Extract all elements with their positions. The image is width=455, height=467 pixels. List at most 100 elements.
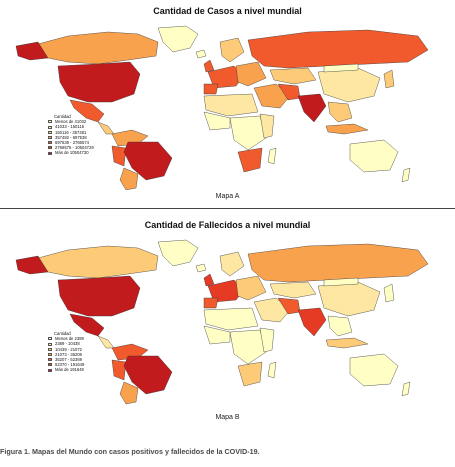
legend-label: 52370 - 191649: [55, 362, 85, 368]
map-panel-cases: Cantidad de Casos a nivel mundial: [0, 0, 455, 208]
region-peru: [111, 359, 127, 381]
region-south-africa: [237, 361, 263, 387]
region-argentina-chile: [119, 381, 139, 405]
legend-swatch: [48, 342, 52, 346]
legend-item: 697539 - 2766574: [48, 140, 94, 145]
region-greenland: [157, 25, 199, 53]
legend-label: Más de 10504730: [55, 150, 89, 156]
map-label: Mapa B: [215, 414, 240, 421]
region-west-africa: [203, 325, 231, 345]
region-japan: [383, 283, 395, 303]
region-indonesia: [325, 337, 369, 349]
legend-item: 357482 - 697538: [48, 135, 94, 140]
region-uk: [203, 273, 215, 287]
legend-item: 150116 - 357481: [48, 130, 94, 135]
region-east-europe: [235, 61, 267, 87]
region-argentina-chile: [119, 167, 139, 190]
legend-label: 10439 - 21072: [55, 346, 83, 352]
legend-label: 21073 - 35206: [55, 351, 83, 357]
legend-deaths: Cantidad Menos de 2389 2389 - 10438 1043…: [48, 331, 84, 373]
legend-title: Cantidad: [54, 114, 71, 119]
region-iberia: [203, 297, 219, 309]
legend-swatch: [48, 125, 52, 129]
world-map-deaths: [15, 239, 429, 405]
legend-item: 10439 - 21072: [48, 347, 84, 352]
legend-item: Más de 191649: [48, 367, 84, 372]
region-iceland: [195, 49, 207, 59]
legend-item: Menos de 2389: [48, 336, 84, 341]
legend-label: 697539 - 2766574: [55, 140, 89, 146]
region-new-zealand: [401, 167, 411, 183]
legend-title: Cantidad: [54, 331, 71, 336]
region-central-america: [97, 121, 115, 135]
region-alaska: [15, 41, 49, 61]
region-east-europe: [235, 275, 267, 301]
legend-label: Más de 191649: [55, 367, 84, 373]
region-middle-east: [253, 83, 291, 109]
region-middle-east: [253, 297, 291, 323]
legend-swatch: [48, 141, 52, 145]
region-china: [317, 281, 381, 317]
region-iberia: [203, 83, 219, 95]
legend-label: 41033 - 150115: [55, 124, 85, 130]
region-central-america: [97, 335, 115, 349]
legend-label: 357482 - 697538: [55, 134, 87, 140]
region-canada: [37, 31, 159, 65]
region-india: [297, 93, 327, 123]
map-panel-deaths: Cantidad de Fallecidos a nivel mundial: [0, 214, 455, 422]
figure-caption: Figura 1. Mapas del Mundo con casos posi…: [0, 447, 260, 456]
world-map-cases: [15, 25, 429, 190]
region-central-africa: [229, 329, 267, 365]
region-india: [297, 307, 327, 337]
legend-swatch: [48, 151, 52, 155]
region-scandinavia: [219, 251, 245, 277]
region-east-africa: [259, 113, 275, 139]
legend-swatch: [48, 352, 52, 356]
legend-swatch: [48, 358, 52, 362]
legend-label: Menos de 2389: [55, 336, 84, 342]
legend-label: 2766575 - 10504729: [55, 145, 94, 151]
panel-divider: [0, 208, 455, 209]
map-title: Cantidad de Casos a nivel mundial: [153, 6, 302, 16]
region-brazil: [123, 355, 173, 395]
region-japan: [383, 69, 395, 89]
region-iceland: [195, 263, 207, 273]
region-australia: [349, 353, 399, 387]
legend-swatch: [48, 130, 52, 134]
region-central-africa: [229, 115, 267, 151]
legend-swatch: [48, 135, 52, 139]
legend-item: 35207 - 52369: [48, 357, 84, 362]
region-north-africa: [203, 93, 259, 117]
region-greenland: [157, 239, 199, 267]
legend-item: Menos de 41032: [48, 119, 94, 124]
region-uk: [203, 59, 215, 73]
legend-swatch: [48, 146, 52, 150]
legend-item: 52370 - 191649: [48, 362, 84, 367]
region-brazil: [123, 141, 173, 181]
legend-item: Más de 10504730: [48, 150, 94, 155]
legend-swatch: [48, 368, 52, 372]
region-peru: [111, 145, 127, 167]
legend-label: Menos de 41032: [55, 119, 87, 125]
region-russia: [247, 29, 429, 69]
region-usa: [57, 275, 141, 317]
region-usa: [57, 61, 141, 103]
legend-swatch: [48, 363, 52, 367]
region-canada: [37, 245, 159, 279]
region-madagascar: [267, 361, 277, 379]
region-mongolia: [323, 277, 359, 287]
region-west-africa: [203, 111, 231, 131]
region-new-zealand: [401, 381, 411, 397]
legend-swatch: [48, 337, 52, 341]
map-label: Mapa A: [215, 193, 240, 200]
map-title: Cantidad de Fallecidos a nivel mundial: [144, 220, 311, 230]
legend-label: 35207 - 52369: [55, 357, 83, 363]
legend-item: 2389 - 10438: [48, 341, 84, 346]
region-kazakhstan: [269, 67, 317, 85]
region-scandinavia: [219, 37, 245, 63]
region-east-africa: [259, 327, 275, 353]
legend-label: 150116 - 357481: [55, 129, 87, 135]
legend-label: 2389 - 10438: [55, 341, 80, 347]
legend-swatch: [48, 120, 52, 124]
legend-item: 21073 - 35206: [48, 352, 84, 357]
